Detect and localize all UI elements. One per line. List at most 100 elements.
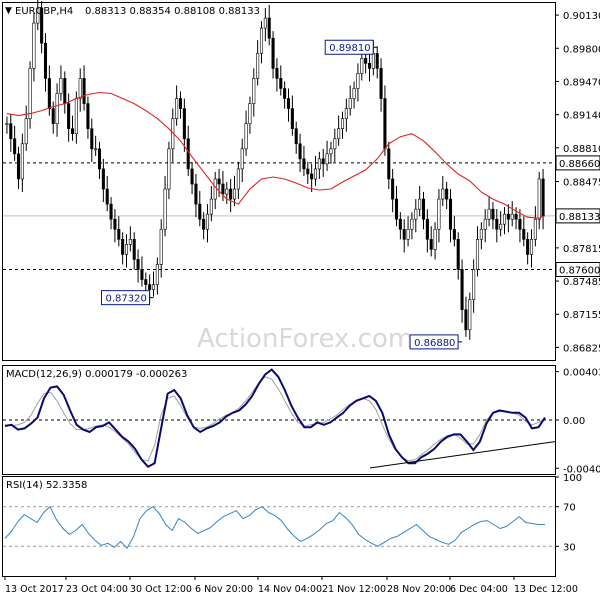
candle-body bbox=[132, 239, 136, 260]
price-moving-average bbox=[6, 91, 544, 219]
rsi-lines bbox=[3, 505, 555, 550]
price-title: EURGBP,H4 bbox=[15, 6, 73, 17]
candle-body bbox=[398, 218, 402, 230]
candle-body bbox=[198, 203, 202, 220]
x-tick-label: 6 Dec 04:00 bbox=[450, 584, 508, 595]
x-tick-label: 28 Nov 20:00 bbox=[387, 584, 451, 595]
macd-y-tick-label: -0.004021 bbox=[563, 464, 600, 475]
candle-body bbox=[410, 218, 414, 230]
candle-body bbox=[429, 239, 433, 250]
candle-body bbox=[229, 188, 233, 200]
candle-body bbox=[502, 213, 507, 225]
candle-body bbox=[364, 58, 368, 64]
candle-body bbox=[333, 138, 337, 150]
candle-body bbox=[55, 93, 59, 124]
candle-body bbox=[271, 37, 275, 69]
candle-body bbox=[36, 7, 40, 24]
candle-body bbox=[225, 188, 229, 195]
candle-body bbox=[352, 88, 356, 99]
x-tick-label: 13 Dec 12:00 bbox=[514, 584, 578, 595]
candle-body bbox=[167, 148, 171, 190]
candle-body bbox=[541, 178, 545, 217]
price-level-box bbox=[555, 261, 600, 277]
candle-body bbox=[456, 239, 460, 270]
annotation-box bbox=[324, 39, 374, 55]
candle-body bbox=[86, 103, 90, 130]
macd-y-tick-label: 0.00 bbox=[563, 416, 585, 427]
candle-body bbox=[244, 123, 248, 150]
annotation-box bbox=[409, 334, 459, 350]
rsi-title: RSI(14) 52.3358 bbox=[6, 480, 87, 491]
x-tick-label: 23 Oct 04:00 bbox=[66, 584, 128, 595]
candle-body bbox=[491, 208, 495, 220]
candle-body bbox=[9, 123, 13, 140]
candle-body bbox=[240, 148, 244, 170]
candle-body bbox=[70, 128, 75, 135]
candle-body bbox=[67, 103, 71, 130]
macd-lines bbox=[3, 368, 556, 469]
macd-trendline bbox=[369, 441, 556, 469]
x-tick-label: 21 Nov 12:00 bbox=[322, 584, 386, 595]
candle-body bbox=[383, 98, 387, 150]
candle-body bbox=[402, 228, 406, 240]
candle-body bbox=[367, 63, 372, 69]
candle-body bbox=[448, 198, 453, 230]
candle-body bbox=[209, 198, 213, 215]
candle-body bbox=[394, 198, 399, 220]
candle-body bbox=[356, 73, 360, 89]
candle-body bbox=[194, 183, 198, 205]
price-title-icon: ▼ bbox=[5, 6, 12, 16]
candle-body bbox=[78, 78, 82, 99]
price-y-tick-label: 0.87155 bbox=[563, 310, 600, 321]
candle-body bbox=[371, 52, 375, 69]
candle-body bbox=[248, 103, 252, 124]
candle-body bbox=[360, 58, 364, 74]
candle-body bbox=[283, 88, 287, 99]
candle-body bbox=[221, 183, 225, 195]
candle-body bbox=[506, 213, 510, 220]
candle-body bbox=[279, 78, 283, 89]
candle-body bbox=[128, 239, 132, 245]
candle-body bbox=[533, 218, 537, 240]
candle-body bbox=[140, 269, 144, 280]
candle-body bbox=[379, 68, 383, 99]
candle-body bbox=[205, 213, 210, 230]
price-level-label: 0.87600 bbox=[559, 265, 600, 276]
candle-body bbox=[117, 228, 121, 240]
candle-body bbox=[495, 218, 499, 230]
candle-body bbox=[28, 68, 32, 119]
candle-body bbox=[256, 52, 260, 79]
candle-body bbox=[175, 98, 179, 119]
candle-body bbox=[144, 279, 148, 285]
candle-body bbox=[202, 218, 206, 230]
price-annotations: 0.89810 0.87320 0.86880 bbox=[101, 39, 463, 350]
candle-body bbox=[487, 208, 491, 220]
x-tick-label: 13 Oct 2017 bbox=[5, 584, 64, 595]
annotation-label: 0.86880 bbox=[414, 338, 455, 349]
candle-body bbox=[32, 22, 36, 69]
candle-body bbox=[329, 148, 333, 155]
candle-body bbox=[537, 178, 541, 220]
candle-body bbox=[290, 108, 294, 130]
candle-body bbox=[236, 168, 240, 190]
candle-body bbox=[40, 7, 44, 44]
price-candles bbox=[5, 0, 545, 340]
candle-body bbox=[47, 78, 51, 109]
rsi-panel bbox=[2, 476, 556, 577]
candle-body bbox=[472, 269, 476, 300]
candle-body bbox=[514, 213, 518, 220]
candle-body bbox=[190, 168, 194, 185]
macd-y-axis: 0.00403 0.00 -0.004021 bbox=[555, 368, 600, 475]
rsi-line bbox=[4, 505, 545, 550]
macd-y-tick-label: 0.00403 bbox=[563, 368, 600, 379]
candle-body bbox=[313, 168, 318, 180]
candle-body bbox=[94, 148, 98, 151]
candle-body bbox=[97, 148, 102, 170]
candle-body bbox=[526, 239, 530, 255]
x-tick-label: 14 Nov 04:00 bbox=[258, 584, 322, 595]
